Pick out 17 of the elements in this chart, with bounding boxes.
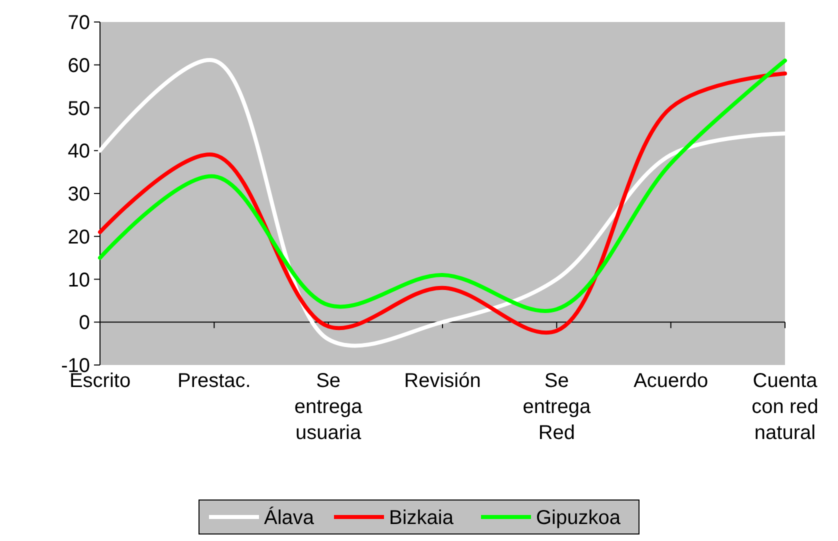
x-tick-label: Se entrega Red [522, 370, 592, 444]
y-tick-label: 60 [68, 54, 90, 77]
legend-label: Bizkaia [389, 507, 454, 529]
x-tick-label: Se entrega usuaria [294, 370, 364, 444]
y-tick-label: 10 [68, 269, 90, 292]
x-tick-label: Revisión [404, 370, 481, 392]
y-tick-label: 70 [68, 12, 90, 34]
x-tick-label: Acuerdo [634, 370, 708, 392]
y-tick-label: 40 [68, 140, 90, 163]
y-tick-label: 0 [78, 312, 90, 334]
legend-label: Álava [264, 506, 315, 529]
y-tick-label: 30 [68, 184, 90, 206]
x-tick-label: Prestac. [177, 370, 251, 392]
legend-label: Gipuzkoa [536, 507, 622, 529]
x-tick-label: Cuenta con red natural [752, 370, 818, 444]
y-tick-label: 20 [68, 226, 90, 248]
y-tick-label: 50 [68, 98, 90, 120]
